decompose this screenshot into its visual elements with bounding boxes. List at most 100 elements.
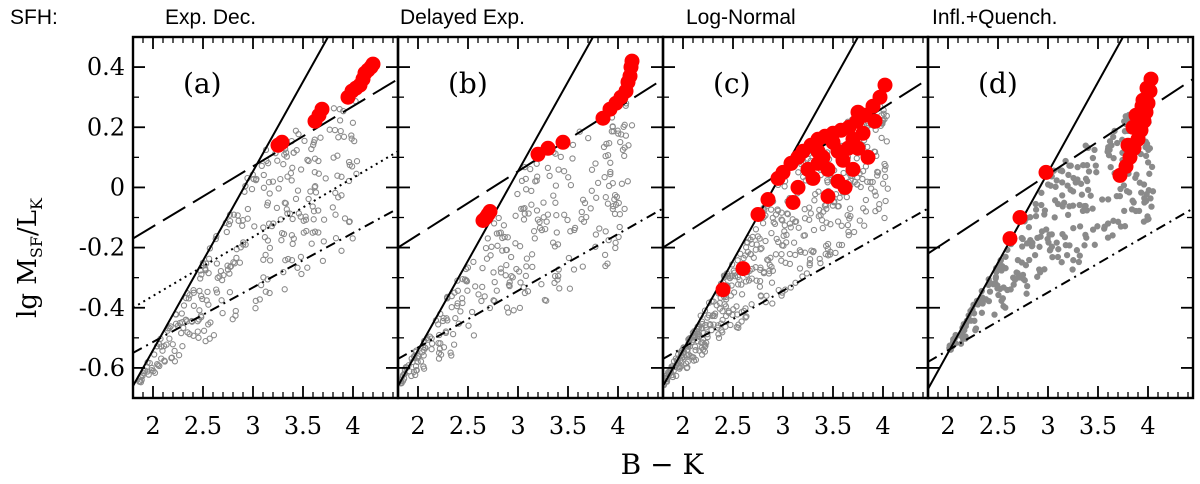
sim-point [883, 138, 890, 145]
sim-point [521, 163, 528, 171]
sim-point [1099, 196, 1106, 203]
sim-point [827, 248, 834, 255]
sim-point [536, 218, 543, 226]
sim-point [592, 231, 600, 238]
sim-point [604, 200, 612, 207]
sim-point [331, 126, 339, 134]
sim-point [522, 272, 530, 280]
sim-point [840, 169, 847, 177]
sim-point [451, 289, 458, 296]
sim-point [524, 288, 532, 295]
sim-point [742, 314, 749, 321]
sim-point [571, 224, 579, 232]
sim-point [843, 193, 850, 201]
sim-point [835, 203, 842, 210]
sim-point [408, 372, 415, 380]
sim-point [556, 285, 563, 292]
sim-point [771, 220, 779, 228]
sim-point [710, 321, 717, 328]
dashed-line [133, 78, 398, 240]
sim-point [213, 289, 221, 296]
sim-point [616, 223, 623, 231]
sim-point [1084, 177, 1091, 185]
dashdot-line [928, 207, 1193, 363]
sim-point [1048, 231, 1055, 238]
sim-point [522, 186, 530, 193]
sim-point [759, 220, 767, 227]
sim-point [136, 378, 144, 385]
sim-point [789, 216, 796, 223]
sim-point [719, 316, 726, 324]
sim-point [844, 221, 852, 229]
red-point [1135, 92, 1151, 108]
sim-point [614, 127, 621, 134]
sim-point [336, 106, 343, 113]
sim-point [288, 177, 295, 184]
sim-point [244, 205, 252, 213]
sim-point [190, 302, 198, 309]
sim-point [166, 335, 173, 342]
x-tick-label: 3.5 [814, 412, 852, 440]
sim-point [1110, 133, 1117, 141]
sim-point [265, 220, 273, 227]
sim-point [442, 328, 450, 335]
sim-point [1087, 192, 1094, 199]
sim-point [1093, 169, 1100, 176]
sim-point [1010, 274, 1017, 281]
red-point [715, 282, 731, 298]
grey-points-4 [946, 96, 1157, 353]
sim-point [414, 355, 421, 362]
sim-point [1025, 224, 1033, 231]
sim-point [226, 289, 234, 296]
sim-point [522, 175, 529, 183]
sim-point [497, 265, 504, 272]
sim-point [1091, 146, 1098, 154]
sim-point [529, 263, 536, 271]
y-tick-label: 0.2 [87, 113, 125, 141]
red-point [872, 89, 888, 105]
red-point [1038, 164, 1054, 180]
sim-point [520, 205, 527, 212]
sim-point [555, 166, 562, 173]
sim-point [795, 224, 802, 231]
sim-point [305, 157, 312, 165]
x-tick-label: 2.5 [184, 412, 222, 440]
sim-point [204, 288, 211, 296]
red-point [760, 192, 776, 207]
sim-point [861, 222, 868, 229]
red-point [860, 149, 876, 165]
sim-point [340, 133, 348, 140]
red-point [482, 204, 498, 219]
sim-point [592, 243, 599, 250]
sim-point [778, 292, 785, 299]
sim-point [786, 260, 794, 268]
sim-point [1120, 182, 1128, 189]
sim-point [779, 217, 786, 224]
sim-point [1074, 163, 1081, 171]
svg-text:lg MSF/LK: lg MSF/LK [13, 197, 46, 318]
sim-point [1101, 225, 1108, 232]
sim-point [767, 206, 775, 213]
x-tick-label: 4 [875, 412, 890, 440]
sim-point [723, 296, 730, 303]
sim-point [621, 205, 628, 213]
sim-point [817, 259, 824, 267]
sim-point [150, 367, 157, 375]
x-tick-label: 3 [510, 412, 525, 440]
sim-point [807, 210, 814, 217]
x-tick-label: 2 [675, 412, 690, 440]
sim-point [616, 211, 624, 218]
sim-point [521, 289, 529, 297]
red-point [1125, 119, 1141, 135]
sim-point [1067, 186, 1074, 193]
red-point [785, 195, 801, 210]
sim-point [607, 159, 614, 166]
sim-point [538, 281, 545, 288]
sim-point [448, 352, 455, 359]
sim-point [283, 153, 290, 160]
sim-point [769, 300, 776, 307]
sim-point [1117, 223, 1125, 230]
sim-point [792, 251, 799, 259]
sim-point [762, 237, 769, 245]
panel-title-2: Delayed Exp. [400, 6, 525, 29]
